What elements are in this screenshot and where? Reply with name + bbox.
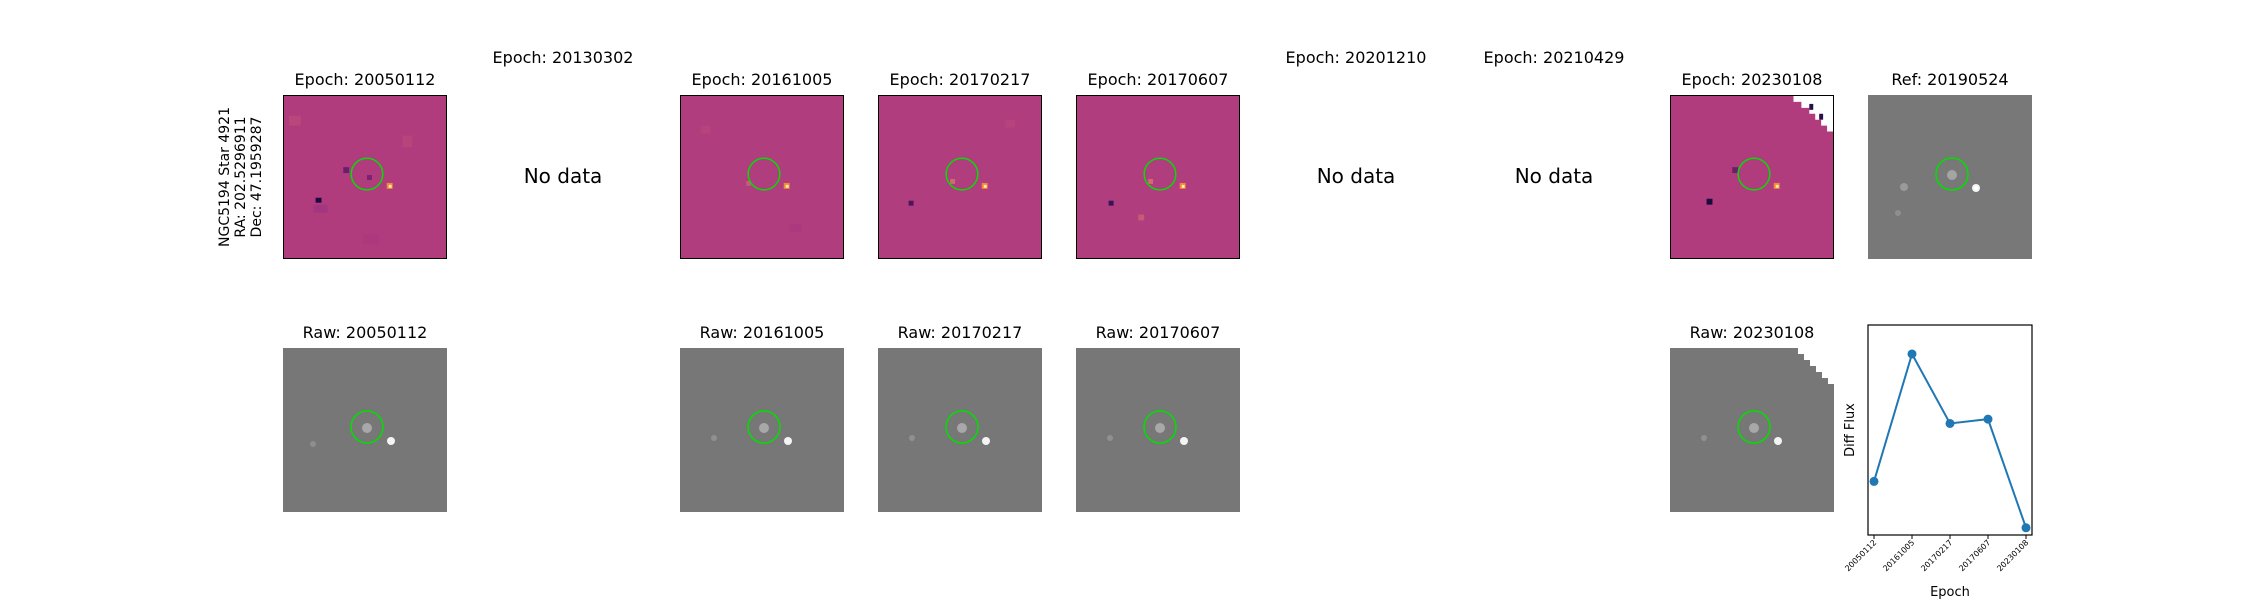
raw-title-2: Raw: 20161005 — [699, 323, 825, 342]
no-data-message: No data — [523, 164, 603, 188]
epoch-title-7: Epoch: 20210429 — [1483, 48, 1625, 67]
object-label: NGC5194 Star 4921 RA: 202.5296911 Dec: 4… — [217, 107, 265, 247]
epoch-title-4: Epoch: 20170217 — [889, 70, 1031, 89]
object-dec: Dec: 47.1959287 — [249, 116, 265, 238]
x-tick-label: 20170217 — [1919, 538, 1954, 573]
data-point — [2021, 523, 2031, 533]
epoch-title-6: Epoch: 20201210 — [1285, 48, 1427, 67]
plot-frame — [1867, 324, 2033, 536]
reference-image-20190524 — [1868, 95, 2032, 259]
epoch-title-1: Epoch: 20050112 — [294, 70, 436, 89]
raw-title-5: Raw: 20230108 — [1689, 323, 1815, 342]
raw-image-20050112 — [283, 348, 447, 512]
diff-image-20170607 — [1076, 95, 1240, 259]
diff-image-20161005 — [680, 95, 844, 259]
object-name: NGC5194 Star 4921 — [217, 107, 233, 247]
epoch-title-2: Epoch: 20130302 — [492, 48, 634, 67]
raw-image-20170217 — [878, 348, 1042, 512]
x-tick-label: 20170607 — [1957, 538, 1992, 573]
x-tick-label: 20050112 — [1843, 538, 1878, 573]
data-point — [1945, 418, 1955, 428]
x-axis-label: Epoch — [1930, 585, 1970, 600]
light-curve-chart: 20050112 20161005 20170217 20170607 20230108… — [1843, 324, 2033, 600]
raw-image-20170607 — [1076, 348, 1240, 512]
no-data-message: No data — [1514, 164, 1594, 188]
raw-title-1: Raw: 20050112 — [302, 323, 428, 342]
epoch-title-5: Epoch: 20170607 — [1087, 70, 1229, 89]
raw-image-20230108 — [1670, 348, 1834, 512]
raw-title-4: Raw: 20170607 — [1095, 323, 1221, 342]
data-point — [1907, 349, 1917, 359]
object-ra: RA: 202.5296911 — [233, 116, 249, 238]
x-tick-label: 20161005 — [1881, 538, 1916, 573]
epoch-title-3: Epoch: 20161005 — [691, 70, 833, 89]
x-tick-label: 20230108 — [1995, 538, 2030, 573]
raw-image-20161005 — [680, 348, 844, 512]
no-data-message: No data — [1316, 164, 1396, 188]
epoch-title-8: Epoch: 20230108 — [1681, 70, 1823, 89]
raw-title-3: Raw: 20170217 — [897, 323, 1023, 342]
data-point — [1983, 414, 1993, 424]
y-axis-label: Diff Flux — [1843, 403, 1858, 457]
diff-image-20230108 — [1670, 95, 1834, 259]
ref-title: Ref: 20190524 — [1891, 70, 2009, 89]
diff-image-20170217 — [878, 95, 1042, 259]
diff-image-20050112 — [283, 95, 447, 259]
data-point — [1869, 476, 1879, 486]
